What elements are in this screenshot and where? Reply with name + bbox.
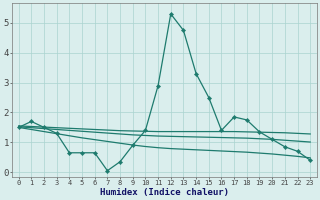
X-axis label: Humidex (Indice chaleur): Humidex (Indice chaleur)	[100, 188, 229, 197]
